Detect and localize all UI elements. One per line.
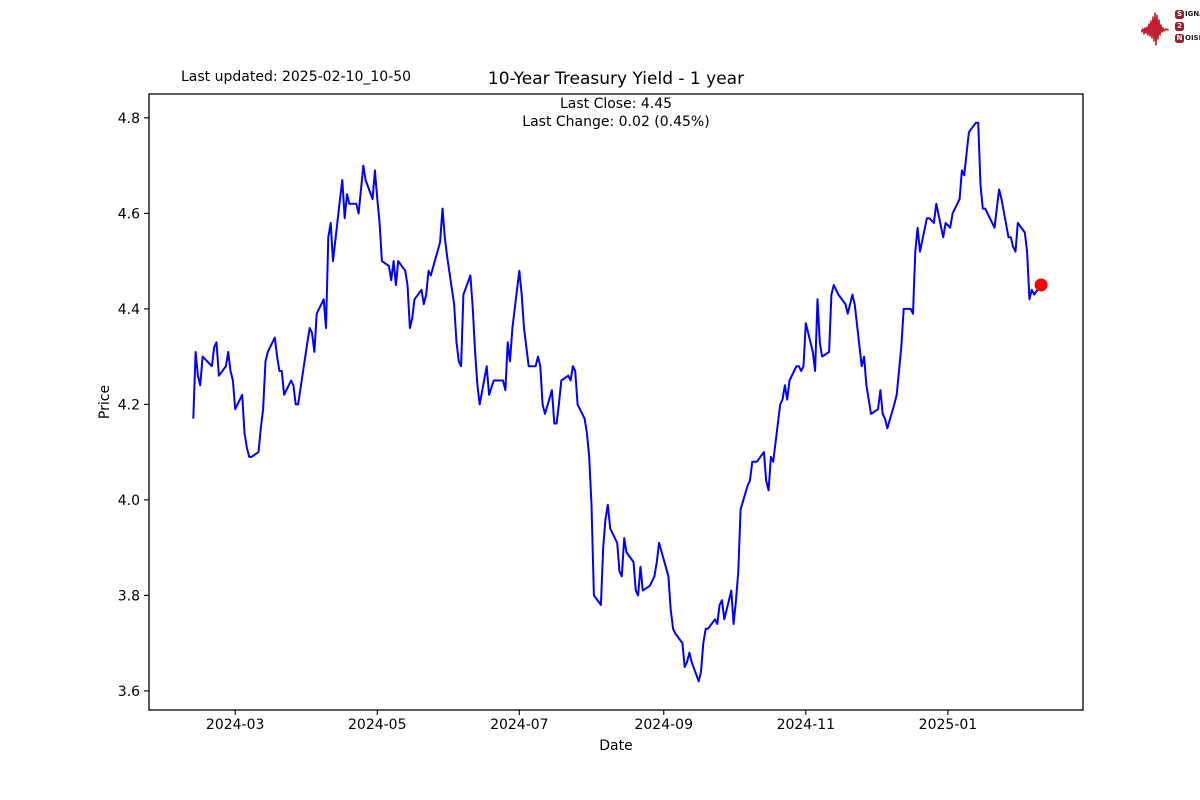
logo-badge-2: 2 (1175, 21, 1184, 31)
logo-badge-n: N (1175, 33, 1184, 43)
y-tick-label: 4.4 (118, 302, 140, 318)
last-close-marker (1034, 278, 1048, 292)
x-tick-label: 2024-03 (206, 717, 265, 733)
y-tick-label: 4.0 (118, 493, 140, 509)
x-tick-label: 2024-05 (348, 717, 407, 733)
logo-text: S IGNAL 2 N OISE (1175, 8, 1200, 44)
signal-2-noise-logo: S IGNAL 2 N OISE (1141, 5, 1200, 49)
subtitle-last-change: Last Change: 0.02 (0.45%) (522, 114, 710, 130)
x-tick-label: 2025-01 (919, 717, 978, 733)
x-tick-label: 2024-09 (634, 717, 693, 733)
logo-row-signal: S IGNAL (1175, 8, 1200, 20)
y-axis-label: Price (97, 384, 113, 420)
x-tick-label: 2024-11 (777, 717, 836, 733)
y-tick-label: 4.8 (118, 111, 140, 127)
waveform-icon (1141, 12, 1169, 46)
y-tick-label: 4.2 (118, 397, 140, 413)
logo-word-oise: OISE (1185, 34, 1200, 42)
y-tick-label: 4.6 (118, 206, 140, 222)
plot-border (148, 93, 1084, 711)
logo-row-2: 2 (1175, 20, 1200, 32)
x-axis-label: Date (599, 738, 633, 754)
y-tick-label: 3.6 (118, 684, 140, 700)
yield-series-line (192, 121, 1042, 683)
logo-badge-s: S (1175, 9, 1184, 19)
chart-title: 10-Year Treasury Yield - 1 year (487, 69, 745, 89)
y-tick-label: 3.8 (118, 588, 140, 604)
x-tick-label: 2024-07 (490, 717, 549, 733)
subtitle-last-close: Last Close: 4.45 (559, 96, 673, 112)
last-updated-text: Last updated: 2025-02-10_10-50 (181, 69, 412, 85)
logo-row-noise: N OISE (1175, 32, 1200, 44)
logo-word-ignal: IGNAL (1185, 10, 1200, 18)
